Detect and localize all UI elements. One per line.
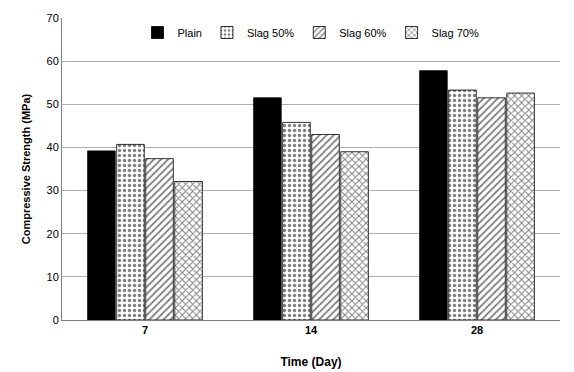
svg-text:Slag 60%: Slag 60% <box>339 27 386 39</box>
svg-text:30: 30 <box>47 184 59 196</box>
svg-text:Plain: Plain <box>178 27 202 39</box>
svg-text:20: 20 <box>47 228 59 240</box>
svg-text:70: 70 <box>47 12 59 24</box>
svg-text:Slag 50%: Slag 50% <box>247 27 294 39</box>
svg-text:Time (Day): Time (Day) <box>280 355 341 369</box>
svg-text:0: 0 <box>53 314 59 326</box>
svg-text:Compressive Strength (MPa): Compressive Strength (MPa) <box>20 93 32 244</box>
svg-text:60: 60 <box>47 55 59 67</box>
svg-text:40: 40 <box>47 141 59 153</box>
svg-text:50: 50 <box>47 98 59 110</box>
svg-text:14: 14 <box>305 324 318 336</box>
svg-text:28: 28 <box>471 324 483 336</box>
svg-text:7: 7 <box>142 324 148 336</box>
svg-text:10: 10 <box>47 271 59 283</box>
svg-text:Slag 70%: Slag 70% <box>432 27 479 39</box>
